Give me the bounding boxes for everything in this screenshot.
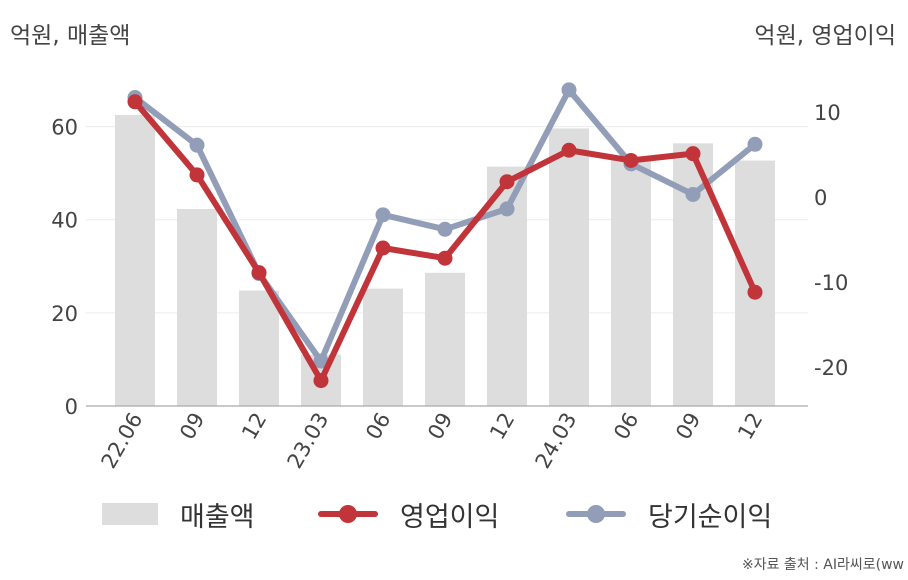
point-operating-profit xyxy=(375,240,391,256)
bar-revenue xyxy=(177,209,217,406)
left-tick-label: 20 xyxy=(51,302,78,326)
x-tick-label: 06 xyxy=(609,409,643,444)
point-operating-profit xyxy=(747,284,763,300)
point-net-income xyxy=(561,82,577,98)
legend: 매출액 영업이익 당기순이익 xyxy=(0,494,908,534)
bar-revenue xyxy=(239,290,279,406)
left-axis-unit-label: 억원, 매출액 xyxy=(10,23,131,49)
legend-swatch-net-income xyxy=(566,503,626,525)
bar-revenue xyxy=(425,272,465,406)
point-net-income xyxy=(685,186,701,202)
right-tick-label: -20 xyxy=(814,356,848,380)
point-net-income xyxy=(375,207,391,223)
legend-item-operating-profit: 영업이익 xyxy=(318,494,499,534)
point-operating-profit xyxy=(623,152,639,168)
right-axis-unit-label: 억원, 영업이익 xyxy=(754,23,896,49)
point-net-income xyxy=(747,136,763,152)
legend-swatch-revenue xyxy=(102,503,158,525)
bar-revenue xyxy=(549,128,589,407)
point-net-income xyxy=(313,353,329,369)
point-net-income xyxy=(499,201,515,217)
point-net-income xyxy=(437,221,453,237)
right-tick-label: -10 xyxy=(814,271,848,295)
bar-revenue xyxy=(735,160,775,406)
x-tick-label: 23.03 xyxy=(282,409,333,473)
point-operating-profit xyxy=(685,146,701,162)
source-note: ※자료 출처 : AI라씨로(ww xyxy=(741,557,904,573)
x-tick-label: 09 xyxy=(175,409,209,444)
right-tick-label: 10 xyxy=(814,101,841,125)
x-tick-label: 24.03 xyxy=(530,409,581,473)
point-operating-profit xyxy=(561,142,577,158)
point-operating-profit xyxy=(251,265,267,281)
right-tick-label: 0 xyxy=(814,186,827,210)
legend-item-net-income: 당기순이익 xyxy=(566,494,772,534)
x-tick-label: 12 xyxy=(237,409,271,444)
point-operating-profit xyxy=(499,174,515,190)
point-operating-profit xyxy=(313,373,329,389)
point-operating-profit xyxy=(127,94,143,110)
left-tick-label: 60 xyxy=(51,116,78,140)
point-operating-profit xyxy=(189,167,205,183)
left-tick-label: 40 xyxy=(51,209,78,233)
combo-chart: 0 20 40 60 -20 -10 0 10 22.06 09 12 23.03 06 09 12 24… xyxy=(51,82,848,473)
x-tick-label: 06 xyxy=(361,409,395,444)
bar-revenue xyxy=(363,288,403,406)
legend-label-revenue: 매출액 xyxy=(180,501,255,533)
point-net-income xyxy=(189,137,205,153)
point-operating-profit xyxy=(437,250,453,266)
x-tick-label: 12 xyxy=(485,409,519,444)
x-tick-label: 22.06 xyxy=(96,409,147,473)
legend-label-operating-profit: 영업이익 xyxy=(400,501,500,533)
x-tick-label: 09 xyxy=(671,409,705,444)
left-tick-label: 0 xyxy=(65,395,78,419)
bar-revenue xyxy=(611,160,651,406)
x-tick-label: 09 xyxy=(423,409,457,444)
legend-swatch-operating-profit xyxy=(318,503,378,525)
bar-revenue xyxy=(115,114,155,406)
legend-item-revenue: 매출액 xyxy=(102,494,255,534)
x-tick-label: 12 xyxy=(733,409,767,444)
legend-label-net-income: 당기순이익 xyxy=(648,501,773,533)
